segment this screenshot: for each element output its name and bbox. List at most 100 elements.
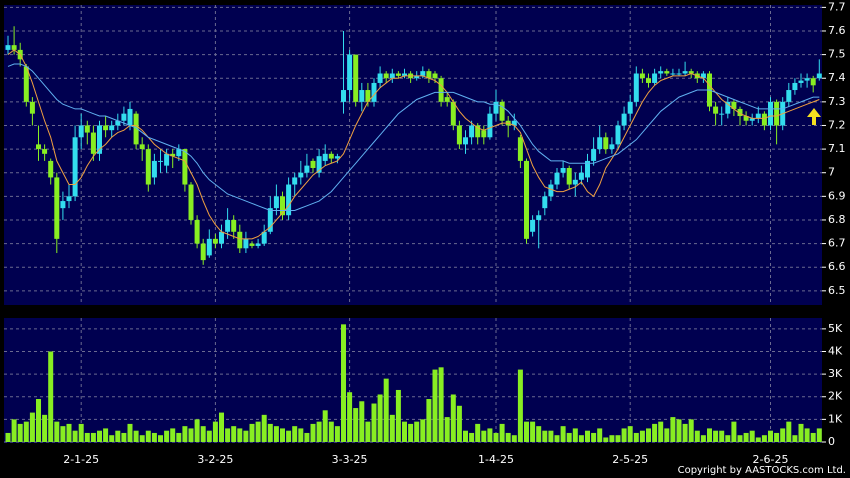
volume-bar bbox=[225, 428, 231, 442]
candle-body bbox=[499, 101, 505, 121]
volume-bar bbox=[261, 414, 267, 442]
volume-bar bbox=[292, 426, 298, 442]
volume-bar bbox=[426, 399, 432, 442]
candle-body bbox=[792, 82, 798, 91]
candle-body bbox=[438, 78, 444, 102]
candle-body bbox=[609, 144, 615, 150]
volume-bar bbox=[475, 423, 481, 442]
volume-bar bbox=[145, 430, 151, 442]
volume-bar bbox=[334, 426, 340, 442]
volume-bar bbox=[597, 428, 603, 442]
volume-bar bbox=[194, 419, 200, 442]
volume-bar bbox=[42, 414, 48, 442]
candle-body bbox=[389, 73, 395, 79]
candle-body bbox=[206, 238, 212, 256]
volume-bar bbox=[530, 421, 536, 442]
volume-bar bbox=[353, 408, 359, 442]
candle-body bbox=[103, 125, 109, 131]
candle-body bbox=[298, 172, 304, 178]
volume-bar bbox=[243, 430, 249, 442]
volume-bar bbox=[298, 428, 304, 442]
candle-body bbox=[816, 73, 822, 79]
volume-bar bbox=[682, 423, 688, 442]
candle-body bbox=[548, 184, 554, 197]
volume-bar bbox=[652, 423, 658, 442]
candle-body bbox=[664, 71, 670, 74]
candle-body bbox=[420, 71, 426, 76]
candle-body bbox=[414, 75, 420, 79]
candle-body bbox=[316, 156, 322, 173]
volume-panel bbox=[4, 318, 822, 443]
candle-body bbox=[426, 71, 432, 79]
volume-bar bbox=[341, 324, 346, 442]
volume-bar bbox=[761, 435, 767, 442]
candle-body bbox=[511, 120, 517, 126]
candle-body bbox=[737, 108, 743, 117]
volume-bar bbox=[389, 414, 395, 442]
volume-bar bbox=[511, 435, 517, 442]
price-panel bbox=[4, 5, 822, 305]
candle-body bbox=[481, 130, 487, 138]
y-tick-label: 7.3 bbox=[828, 95, 846, 108]
volume-bar bbox=[11, 419, 17, 442]
moving-average bbox=[7, 63, 820, 212]
volume-bar bbox=[72, 430, 78, 442]
volume-bar bbox=[774, 432, 780, 442]
volume-bar bbox=[688, 419, 694, 442]
volume-bar bbox=[578, 435, 584, 442]
y-tick-label: 6.9 bbox=[828, 189, 846, 202]
volume-bar bbox=[603, 437, 609, 442]
candle-body bbox=[5, 45, 11, 50]
volume-bar bbox=[359, 401, 365, 442]
volume-bar bbox=[731, 421, 737, 442]
candle-body bbox=[371, 82, 377, 102]
volume-bar bbox=[633, 432, 639, 442]
candle-body bbox=[676, 73, 682, 75]
volume-bar bbox=[444, 417, 450, 442]
y-tick-label: 7.2 bbox=[828, 118, 846, 131]
y-tick-label: 7.1 bbox=[828, 142, 846, 155]
candle-body bbox=[280, 196, 285, 216]
candle-body bbox=[97, 125, 102, 154]
candle-body bbox=[603, 137, 609, 150]
candle-body bbox=[682, 71, 688, 74]
candle-body bbox=[139, 144, 145, 150]
candle-body bbox=[639, 73, 645, 79]
candle-body bbox=[670, 73, 676, 75]
candle-body bbox=[66, 196, 72, 202]
volume-bar bbox=[481, 430, 487, 442]
candle-body bbox=[29, 101, 35, 114]
candle-body bbox=[322, 153, 328, 161]
candle-body bbox=[237, 231, 243, 249]
volume-bar bbox=[804, 428, 810, 442]
candle-body bbox=[219, 231, 224, 244]
volume-bar bbox=[188, 428, 194, 442]
candle-body bbox=[578, 172, 584, 180]
volume-bar bbox=[280, 428, 285, 442]
candle-body bbox=[395, 73, 401, 76]
candle-body bbox=[261, 231, 267, 244]
volume-bar bbox=[456, 405, 462, 442]
volume-bar bbox=[414, 421, 420, 442]
candle-body bbox=[713, 106, 719, 114]
candle-body bbox=[652, 73, 658, 83]
candle-body bbox=[530, 219, 536, 232]
volume-bar bbox=[700, 435, 706, 442]
volume-bar bbox=[548, 430, 554, 442]
candle-body bbox=[383, 73, 389, 79]
candle-body bbox=[719, 113, 725, 115]
volume-bar bbox=[54, 421, 60, 442]
volume-bar bbox=[560, 426, 566, 442]
candle-body bbox=[145, 149, 151, 185]
volume-bar bbox=[609, 435, 615, 442]
volume-bar bbox=[267, 423, 273, 442]
candle-body bbox=[267, 208, 273, 232]
volume-bar bbox=[420, 419, 426, 442]
candle-body bbox=[121, 113, 127, 121]
candle-body bbox=[304, 165, 310, 173]
y-tick-label: 6.6 bbox=[828, 260, 846, 273]
volume-bar bbox=[505, 432, 511, 442]
volume-bar bbox=[517, 369, 523, 442]
volume-bar bbox=[566, 432, 572, 442]
